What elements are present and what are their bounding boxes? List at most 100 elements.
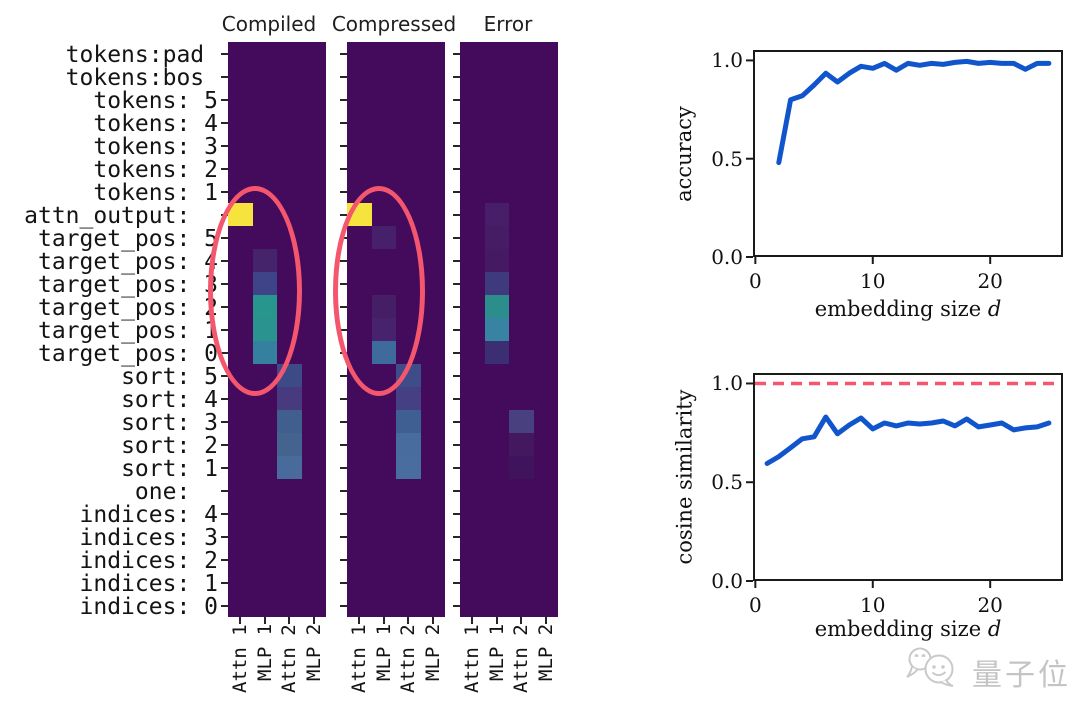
xlabel-var: d bbox=[987, 617, 1002, 641]
y-tick bbox=[453, 351, 460, 354]
y-tick bbox=[340, 75, 347, 78]
annotation-ellipse-compiled bbox=[208, 186, 302, 396]
y-tick bbox=[453, 213, 460, 216]
heatmap-cell bbox=[277, 456, 302, 479]
y-tick bbox=[221, 604, 228, 607]
x-tick bbox=[495, 617, 498, 624]
y-tick bbox=[453, 121, 460, 124]
y-tick bbox=[453, 144, 460, 147]
heatmap-row-label: sort: 5 bbox=[121, 364, 218, 390]
embedding-size-axis-title-bottom: embedding size d bbox=[753, 617, 1063, 641]
heatmap-cell bbox=[396, 433, 421, 456]
heatmap-cell bbox=[484, 203, 509, 226]
xlabel-text: embedding size bbox=[814, 297, 982, 321]
y-tick bbox=[221, 535, 228, 538]
watermark-text: 量子位 bbox=[972, 658, 1071, 693]
y-tick bbox=[221, 98, 228, 101]
heatmap-col-label: MLP 1 bbox=[372, 623, 395, 681]
heatmap-col-label: MLP 2 bbox=[302, 623, 325, 681]
x-tick-label: 10 bbox=[860, 269, 886, 293]
heatmap-row-label: indices: 2 bbox=[79, 548, 218, 574]
y-tick bbox=[340, 374, 347, 377]
y-tick bbox=[340, 52, 347, 55]
heatmap-row-label: target_pos: 3 bbox=[37, 272, 218, 298]
y-tick-label: 0.0 bbox=[711, 569, 743, 593]
heatmap-row-label: target_pos: 0 bbox=[37, 341, 218, 367]
y-tick bbox=[340, 558, 347, 561]
heatmap-cell bbox=[509, 456, 534, 479]
heatmap-row-label: one: bbox=[134, 479, 218, 505]
heatmap-col-label: MLP 2 bbox=[421, 623, 444, 681]
xlabel-text: embedding size bbox=[814, 617, 982, 641]
heatmap-row-label: sort: 3 bbox=[121, 410, 218, 436]
y-tick bbox=[453, 420, 460, 423]
heatmap-col-label: Attn 2 bbox=[278, 624, 301, 693]
heatmap-col-label: Attn 1 bbox=[348, 624, 371, 693]
y-tick bbox=[340, 420, 347, 423]
x-tick bbox=[263, 617, 266, 624]
y-tick bbox=[453, 512, 460, 515]
heatmap-cell bbox=[484, 272, 509, 295]
y-tick-label: 0.5 bbox=[711, 146, 743, 171]
y-tick bbox=[453, 489, 460, 492]
y-tick bbox=[340, 397, 347, 400]
heatmap-col-label: Attn 2 bbox=[397, 624, 420, 693]
y-tick bbox=[221, 581, 228, 584]
qbitai-logo-icon bbox=[906, 647, 954, 687]
y-tick-label: 0.5 bbox=[711, 470, 743, 495]
y-tick bbox=[221, 167, 228, 170]
heatmap-col-label: MLP 1 bbox=[253, 623, 276, 681]
heatmap-row-label: sort: 2 bbox=[121, 433, 218, 459]
x-tick-label: 20 bbox=[977, 593, 1003, 617]
y-tick bbox=[453, 236, 460, 239]
x-tick bbox=[544, 617, 547, 624]
x-tick bbox=[407, 617, 410, 624]
heatmap-col-label: Attn 1 bbox=[461, 624, 484, 693]
y-tick bbox=[221, 374, 228, 377]
panel-title-compressed: Compressed bbox=[331, 12, 457, 36]
x-tick-label: 20 bbox=[977, 269, 1003, 293]
y-tick bbox=[340, 581, 347, 584]
x-tick-label: 0 bbox=[748, 269, 762, 293]
panel-title-error: Error bbox=[483, 12, 533, 36]
heatmap-cell bbox=[277, 387, 302, 410]
data-series-line bbox=[776, 58, 1052, 166]
y-tick bbox=[340, 144, 347, 147]
y-tick bbox=[453, 581, 460, 584]
heatmap-row-labels: tokens:pad tokens:bos tokens: 5 tokens: 4… bbox=[0, 42, 218, 620]
x-tick-label: 0 bbox=[748, 593, 762, 617]
y-tick bbox=[453, 75, 460, 78]
y-tick bbox=[221, 121, 228, 124]
y-tick-label: 1.0 bbox=[711, 371, 743, 396]
y-tick bbox=[453, 282, 460, 285]
heatmap-row-label: tokens:pad bbox=[65, 42, 218, 68]
y-tick bbox=[221, 52, 228, 55]
y-tick bbox=[221, 190, 228, 193]
y-tick bbox=[453, 374, 460, 377]
y-tick bbox=[453, 167, 460, 170]
heatmap-row-label: tokens: 4 bbox=[93, 111, 218, 137]
y-tick bbox=[340, 489, 347, 492]
y-tick bbox=[453, 328, 460, 331]
y-tick bbox=[340, 190, 347, 193]
heatmap-row-label: target_pos: 2 bbox=[37, 295, 218, 321]
y-tick bbox=[340, 443, 347, 446]
y-tick-label: 1.0 bbox=[711, 48, 743, 73]
heatmap-cell bbox=[396, 456, 421, 479]
heatmap-row-label: tokens: 3 bbox=[93, 134, 218, 160]
annotation-ellipse-compressed bbox=[333, 186, 425, 396]
heatmap-row-label: sort: 1 bbox=[121, 456, 218, 482]
heatmap-row-label: tokens: 5 bbox=[93, 88, 218, 114]
y-tick bbox=[340, 466, 347, 469]
y-tick bbox=[221, 443, 228, 446]
y-tick bbox=[453, 443, 460, 446]
heatmap-row-label: tokens:bos bbox=[65, 65, 218, 91]
y-tick bbox=[221, 397, 228, 400]
cosine-similarity-plot bbox=[746, 373, 1063, 588]
heatmap-col-label: MLP 1 bbox=[485, 623, 508, 681]
heatmap-row-label: attn_output: bbox=[24, 203, 218, 229]
heatmap-cell bbox=[484, 226, 509, 249]
heatmap-cell bbox=[277, 410, 302, 433]
heatmap-row-label: indices: 1 bbox=[79, 571, 218, 597]
